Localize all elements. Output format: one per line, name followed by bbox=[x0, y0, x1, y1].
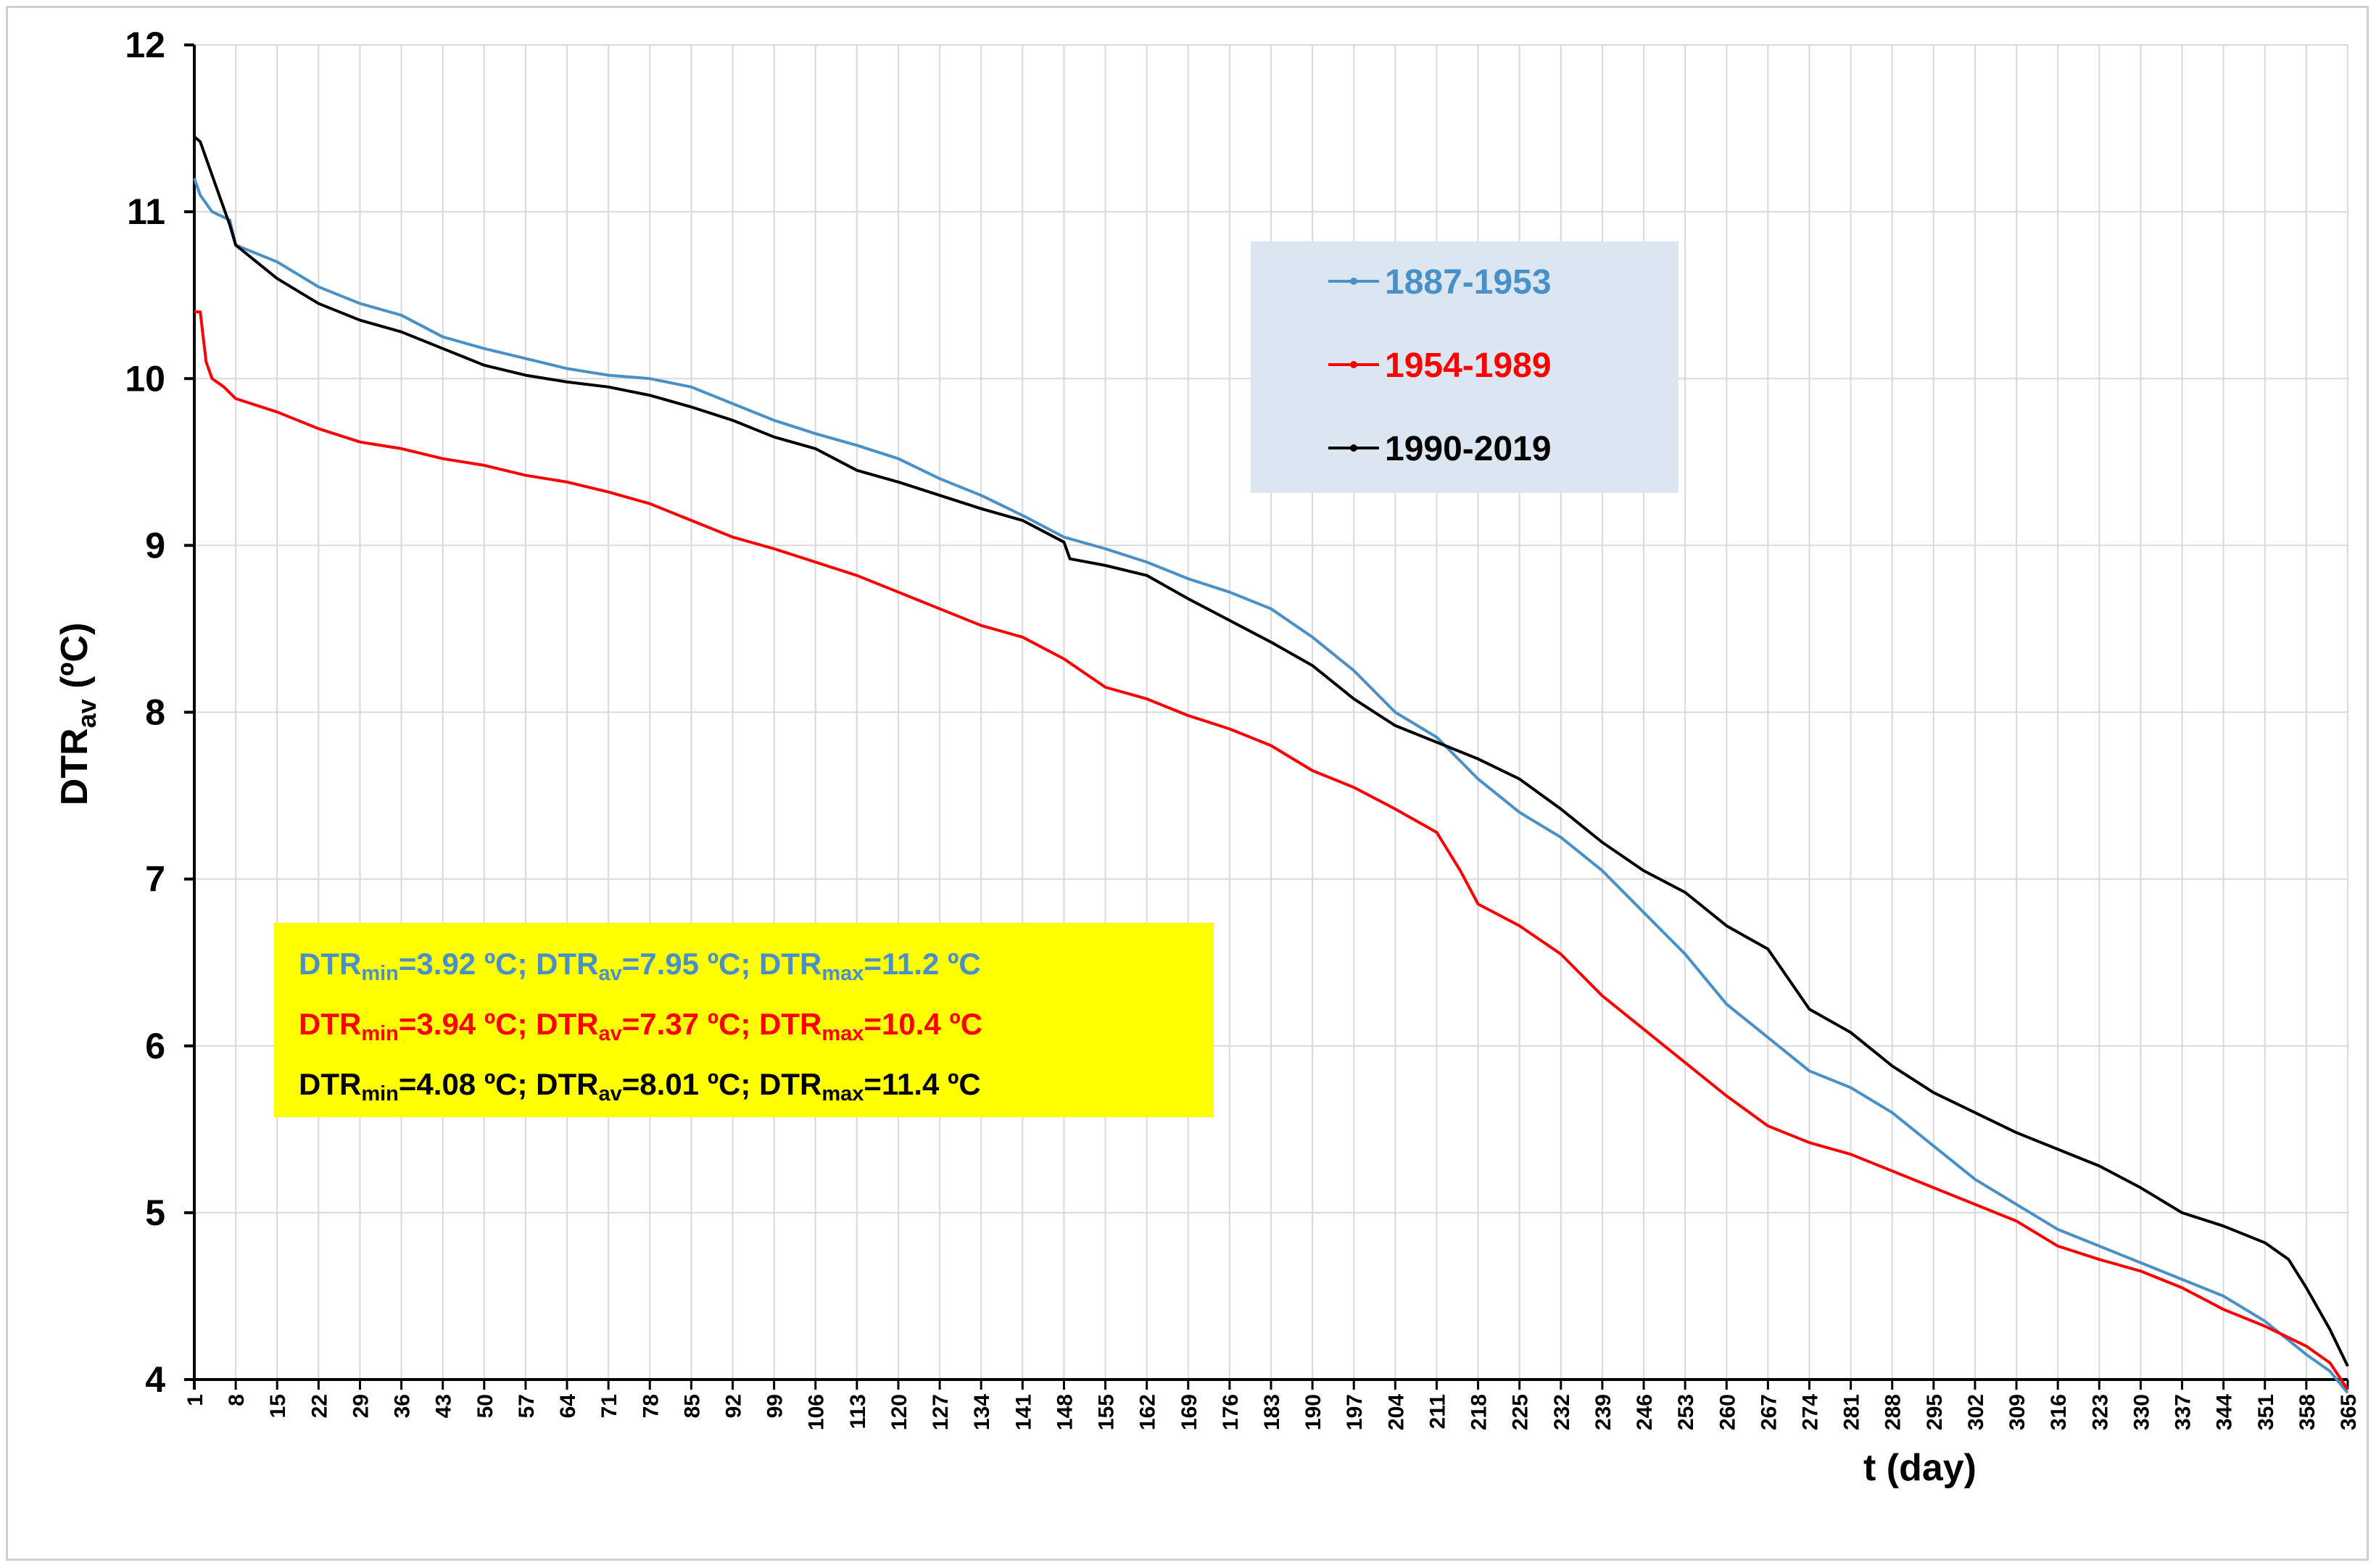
y-tick-label: 12 bbox=[125, 25, 165, 65]
x-tick-label: 162 bbox=[1136, 1394, 1160, 1430]
x-tick-label: 288 bbox=[1882, 1394, 1905, 1430]
x-tick-label: 99 bbox=[763, 1394, 787, 1418]
x-tick-label: 176 bbox=[1219, 1394, 1243, 1430]
x-tick-label: 365 bbox=[2337, 1394, 2361, 1430]
x-tick-label: 239 bbox=[1591, 1394, 1615, 1430]
x-tick-label: 106 bbox=[805, 1394, 829, 1430]
x-tick-label: 204 bbox=[1384, 1394, 1408, 1430]
legend-label: 1954-1989 bbox=[1385, 347, 1552, 385]
x-tick-label: 148 bbox=[1053, 1394, 1077, 1430]
x-axis-label: t (day) bbox=[1863, 1447, 1976, 1489]
x-tick-label: 323 bbox=[2088, 1394, 2112, 1430]
y-tick-label: 10 bbox=[125, 358, 165, 399]
x-tick-label: 232 bbox=[1550, 1394, 1574, 1430]
x-tick-label: 309 bbox=[2005, 1394, 2029, 1430]
x-tick-label: 267 bbox=[1757, 1394, 1781, 1430]
y-tick-labels: 4 5 6 7 8 9 10 11 12 bbox=[125, 25, 165, 1400]
y-tick-label: 7 bbox=[145, 859, 165, 900]
statistics-box: DTRmin=3.92 ºC; DTRav=7.95 ºC; DTRmax=11… bbox=[274, 923, 1214, 1117]
legend-marker bbox=[1350, 361, 1357, 368]
x-tick-label: 127 bbox=[929, 1394, 953, 1430]
y-label-sub: av bbox=[72, 699, 102, 728]
x-tick-label: 78 bbox=[639, 1394, 663, 1418]
x-tick-label: 29 bbox=[349, 1394, 373, 1418]
series-lines bbox=[193, 136, 2349, 1394]
x-tick-label: 211 bbox=[1425, 1394, 1449, 1429]
y-tick-label: 4 bbox=[145, 1359, 165, 1400]
x-tick-label: 169 bbox=[1177, 1394, 1201, 1430]
legend-marker bbox=[1350, 444, 1357, 452]
y-label-main: DTR bbox=[54, 728, 96, 805]
stat-line: DTRmin=3.92 ºC; DTRav=7.95 ºC; DTRmax=11… bbox=[299, 947, 981, 985]
x-tick-label: 8 bbox=[225, 1394, 249, 1406]
x-tick-label: 85 bbox=[680, 1394, 704, 1418]
x-tick-label: 316 bbox=[2047, 1394, 2071, 1430]
x-tick-label: 190 bbox=[1301, 1394, 1325, 1430]
x-tick-label: 295 bbox=[1923, 1394, 1947, 1430]
y-tick-label: 6 bbox=[145, 1026, 165, 1066]
legend-label: 1990-2019 bbox=[1385, 430, 1552, 468]
series-line-1954-1989 bbox=[194, 310, 2349, 1390]
x-tick-label: 64 bbox=[556, 1394, 580, 1419]
x-tick-label: 71 bbox=[597, 1394, 621, 1418]
x-tick-label: 358 bbox=[2296, 1394, 2319, 1430]
x-tick-label: 253 bbox=[1674, 1394, 1698, 1430]
series-line-1887-1953 bbox=[193, 178, 2349, 1394]
y-tick-label: 8 bbox=[145, 692, 165, 733]
x-tick-label: 274 bbox=[1799, 1394, 1823, 1430]
x-tick-label: 1 bbox=[183, 1394, 207, 1406]
y-label-unit: (ºC) bbox=[54, 623, 96, 700]
x-tick-label: 183 bbox=[1260, 1394, 1284, 1430]
x-tick-label: 281 bbox=[1840, 1394, 1864, 1430]
y-axis-label: DTRav (ºC) bbox=[54, 623, 102, 806]
series-line-1990-2019 bbox=[193, 136, 2349, 1367]
legend: 1887-1953 1954-1989 1990-2019 bbox=[1251, 241, 1678, 493]
x-tick-label: 302 bbox=[1964, 1394, 1988, 1430]
y-tick-label: 9 bbox=[145, 525, 165, 565]
x-tick-label: 36 bbox=[391, 1394, 415, 1418]
x-tick-label: 246 bbox=[1633, 1394, 1657, 1430]
stat-line: DTRmin=3.94 ºC; DTRav=7.37 ºC; DTRmax=10… bbox=[299, 1007, 983, 1045]
x-tick-labels: 1 8 15 22 29 36 43 50 57 64 71 78 85 92 99 106 113 120 127… bbox=[183, 1394, 2361, 1430]
x-tick-label: 113 bbox=[846, 1394, 870, 1429]
legend-marker bbox=[1350, 278, 1357, 285]
x-tick-label: 155 bbox=[1095, 1394, 1119, 1430]
x-tick-label: 351 bbox=[2254, 1394, 2278, 1430]
x-tick-label: 260 bbox=[1715, 1394, 1739, 1430]
x-tick-label: 22 bbox=[307, 1394, 331, 1418]
axes bbox=[184, 43, 2349, 1390]
x-tick-label: 43 bbox=[432, 1394, 456, 1418]
x-tick-label: 225 bbox=[1509, 1394, 1533, 1430]
x-tick-label: 197 bbox=[1343, 1394, 1367, 1430]
x-tick-label: 344 bbox=[2213, 1394, 2237, 1430]
x-tick-label: 337 bbox=[2172, 1394, 2195, 1430]
x-tick-label: 120 bbox=[887, 1394, 911, 1430]
grid-lines bbox=[194, 44, 2348, 1380]
figure-frame bbox=[6, 6, 2369, 1561]
legend-background bbox=[1251, 241, 1678, 493]
x-tick-label: 57 bbox=[515, 1394, 539, 1418]
x-tick-label: 330 bbox=[2129, 1394, 2153, 1430]
x-tick-label: 134 bbox=[970, 1394, 994, 1430]
x-tick-label: 15 bbox=[266, 1394, 290, 1418]
legend-label: 1887-1953 bbox=[1385, 263, 1552, 302]
x-tick-label: 50 bbox=[473, 1394, 497, 1418]
x-tick-label: 92 bbox=[722, 1394, 746, 1418]
x-tick-label: 218 bbox=[1468, 1394, 1491, 1430]
y-tick-label: 11 bbox=[127, 191, 165, 232]
x-tick-label: 141 bbox=[1011, 1394, 1035, 1430]
stat-line: DTRmin=4.08 ºC; DTRav=8.01 ºC; DTRmax=11… bbox=[299, 1067, 981, 1106]
y-tick-label: 5 bbox=[145, 1192, 165, 1233]
